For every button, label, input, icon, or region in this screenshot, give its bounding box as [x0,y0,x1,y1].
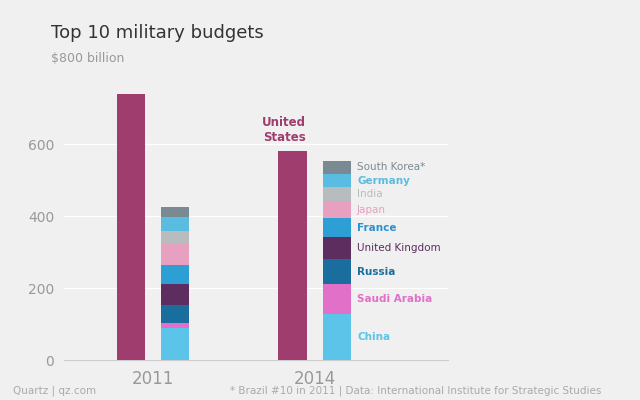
Text: Germany: Germany [357,176,410,186]
Bar [323,161,351,174]
Text: India: India [357,189,383,199]
Bar [161,207,189,217]
Bar [323,187,351,201]
Bar [116,94,145,360]
Bar [323,237,351,259]
Text: United
States: United States [262,116,307,144]
Bar [161,243,189,265]
Text: Saudi Arabia: Saudi Arabia [357,294,432,304]
Text: China: China [357,332,390,342]
Text: $800 billion: $800 billion [51,52,125,65]
Bar [323,284,351,314]
Text: United Kingdom: United Kingdom [357,243,441,253]
Bar [161,328,189,360]
Bar [323,201,351,218]
Bar [161,231,189,243]
Bar [161,323,189,328]
Bar [323,174,351,187]
Text: South Korea*: South Korea* [357,162,426,172]
Text: * Brazil #10 in 2011 | Data: International Institute for Strategic Studies: * Brazil #10 in 2011 | Data: Internation… [230,386,602,396]
Bar [161,304,189,323]
Text: Quartz | qz.com: Quartz | qz.com [13,386,96,396]
Text: France: France [357,223,397,233]
Bar [323,314,351,360]
Bar [278,151,307,360]
Bar [161,284,189,304]
Bar [161,265,189,284]
Bar [161,217,189,231]
Bar [323,259,351,284]
Text: Japan: Japan [357,204,386,214]
Text: Top 10 military budgets: Top 10 military budgets [51,24,264,42]
Text: Russia: Russia [357,267,396,277]
Bar [323,218,351,237]
